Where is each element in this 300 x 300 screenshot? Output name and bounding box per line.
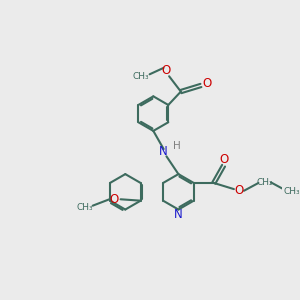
Text: O: O <box>235 184 244 197</box>
Text: CH₃: CH₃ <box>133 72 150 81</box>
Text: O: O <box>220 153 229 166</box>
Text: CH₃: CH₃ <box>283 187 300 196</box>
Text: O: O <box>162 64 171 77</box>
Text: H: H <box>172 141 180 151</box>
Text: CH₃: CH₃ <box>76 203 93 212</box>
Text: CH₂: CH₂ <box>256 178 273 187</box>
Text: N: N <box>159 145 168 158</box>
Text: O: O <box>203 77 212 90</box>
Text: N: N <box>174 208 183 221</box>
Text: O: O <box>110 193 119 206</box>
